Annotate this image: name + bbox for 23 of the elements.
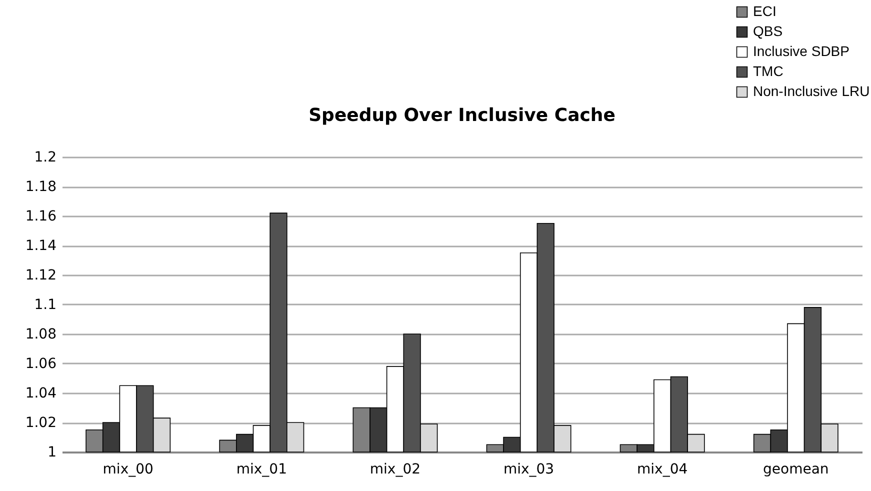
y-tick-label: 1.02 bbox=[25, 415, 56, 431]
x-tick-label: mix_01 bbox=[236, 462, 287, 478]
legend-label: Non-Inclusive LRU bbox=[753, 83, 870, 99]
y-tick-label: 1.08 bbox=[25, 326, 56, 342]
legend-label: Inclusive SDBP bbox=[753, 43, 850, 59]
legend-label: QBS bbox=[753, 23, 783, 39]
y-tick-label: 1 bbox=[48, 444, 56, 460]
y-tick-label: 1.2 bbox=[34, 150, 56, 166]
x-tick-label: mix_04 bbox=[637, 462, 688, 478]
y-tick-label: 1.06 bbox=[25, 356, 57, 372]
y-tick-label: 1.16 bbox=[25, 208, 57, 224]
y-tick-label: 1.1 bbox=[34, 297, 56, 313]
y-tick-label: 1.04 bbox=[25, 386, 57, 402]
y-tick-label: 1.14 bbox=[25, 238, 57, 254]
legend-label: TMC bbox=[753, 63, 784, 79]
x-tick-label: mix_03 bbox=[503, 462, 554, 478]
y-tick-label: 1.18 bbox=[25, 179, 56, 195]
y-tick-label: 1.12 bbox=[25, 268, 56, 284]
x-tick-label: mix_00 bbox=[102, 462, 154, 478]
x-tick-label: geomean bbox=[763, 462, 829, 478]
x-tick-label: mix_02 bbox=[370, 462, 421, 478]
legend-label: ECI bbox=[753, 3, 776, 19]
chart-title: Speedup Over Inclusive Cache bbox=[308, 105, 616, 126]
